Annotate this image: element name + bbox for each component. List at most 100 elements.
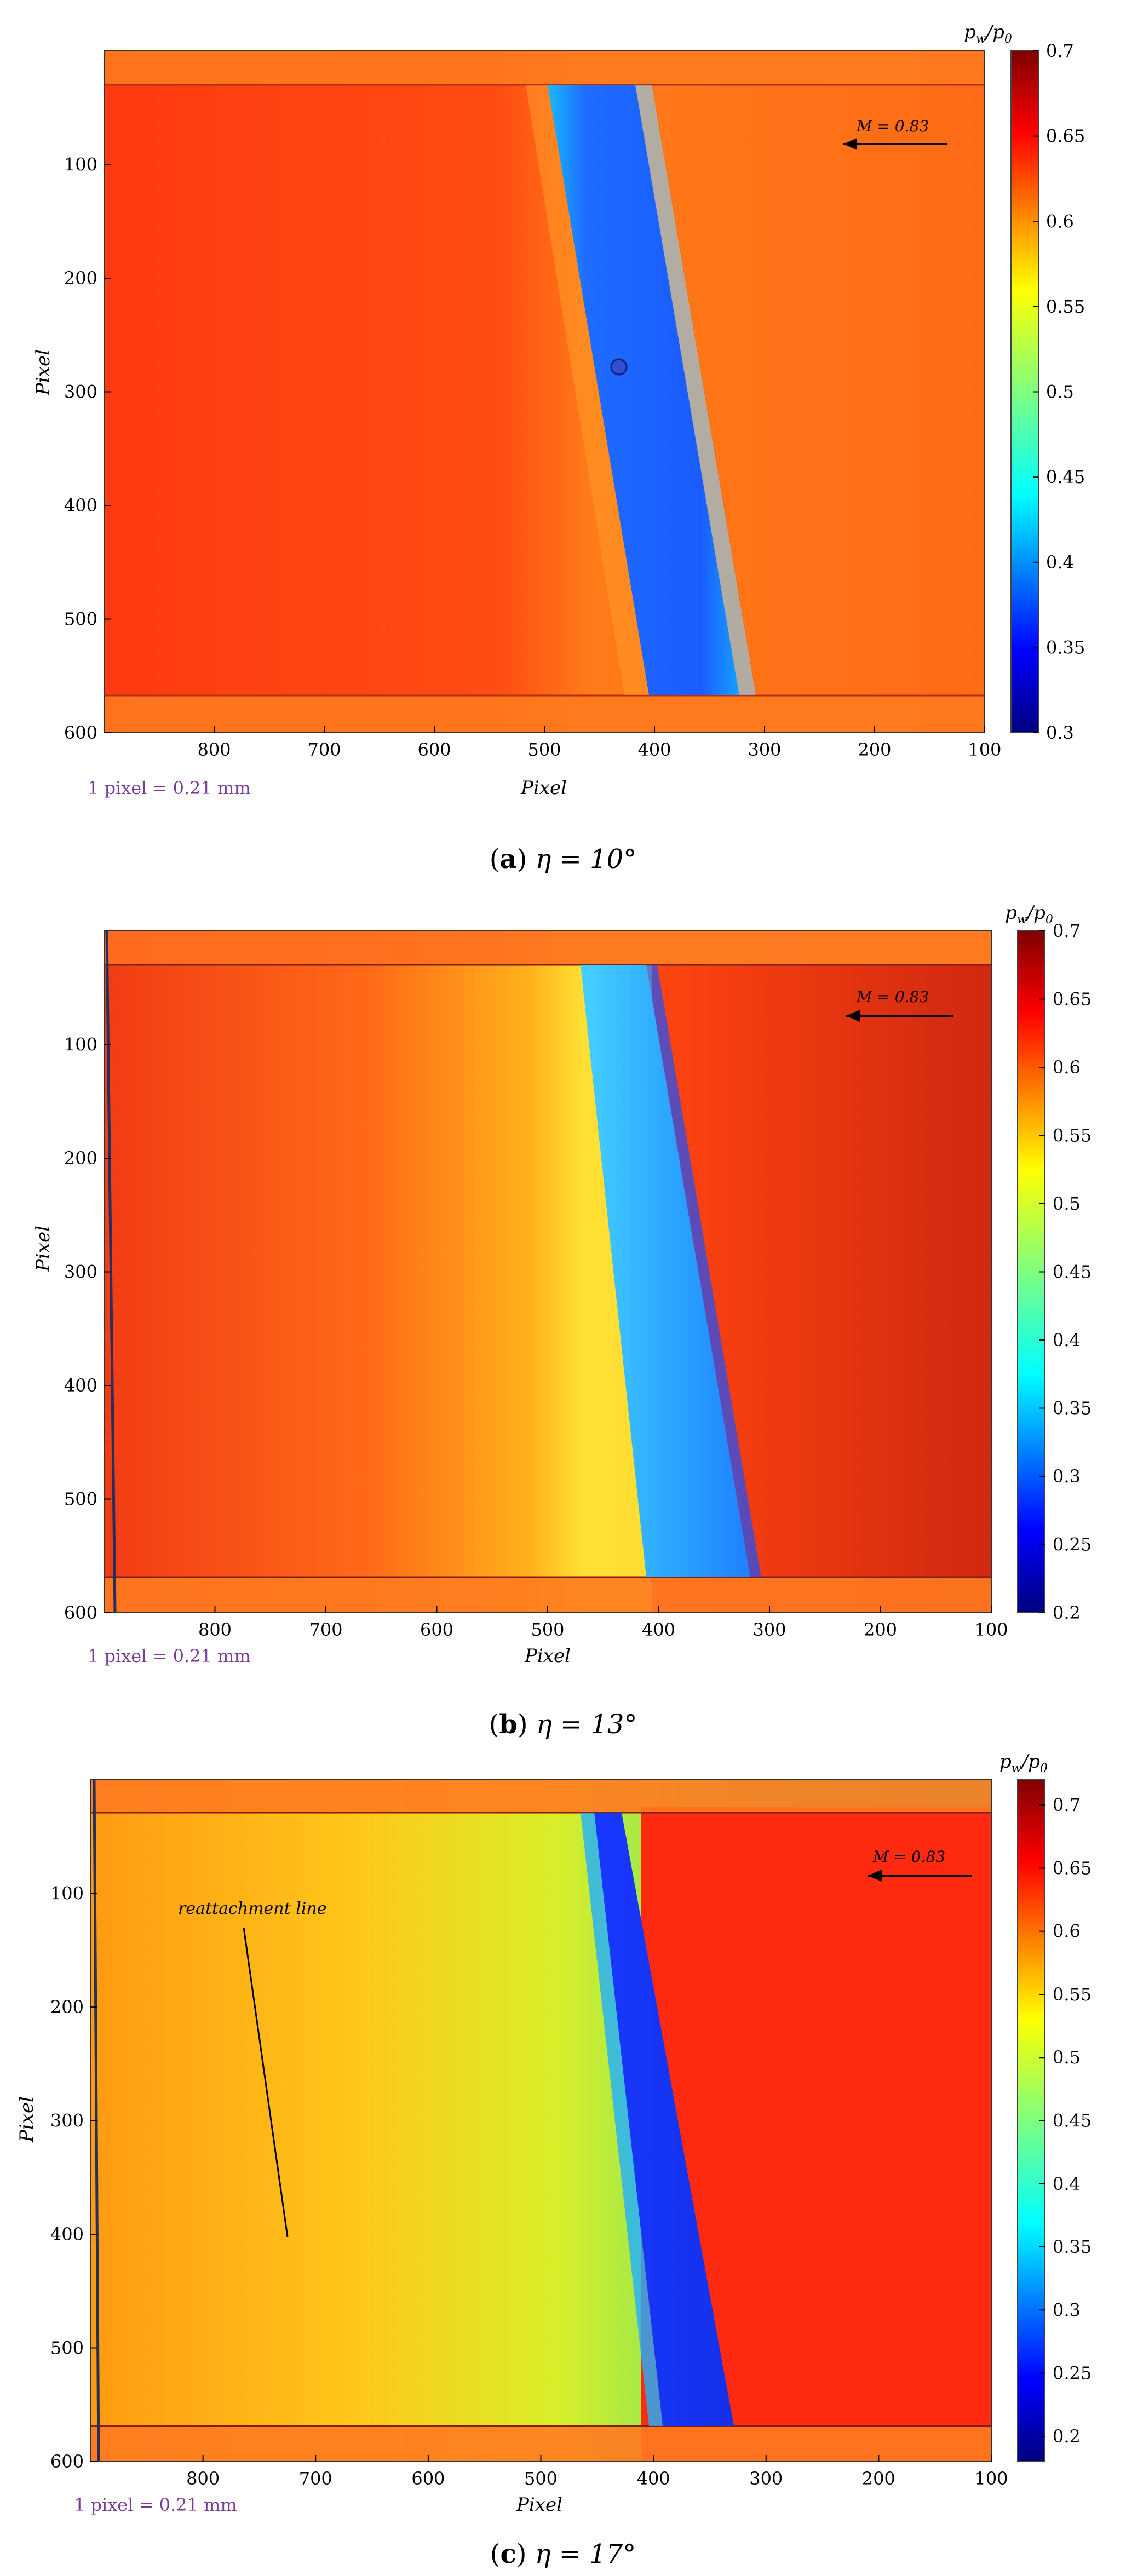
panel-a-ylabel: Pixel: [32, 349, 54, 396]
panel-a-cbar-tick-label-7: 0.65: [1046, 126, 1085, 147]
panel-a-xtick-label-6: 200: [858, 739, 891, 760]
panel-b-cbar-tick-label-2: 0.3: [1053, 1466, 1081, 1487]
panel-a-ytick-label-2: 300: [64, 382, 97, 403]
panel-a-caption: (a) η = 10°: [490, 844, 636, 875]
panel-a-ytick-label-3: 400: [64, 495, 97, 516]
panel-c-cbar-tick-label-2: 0.3: [1053, 2299, 1081, 2320]
panel-b-xlabel: Pixel: [524, 1645, 571, 1667]
panel-c-mach-label: M = 0.83: [872, 1848, 945, 1866]
panel-c-scale-note: 1 pixel = 0.21 mm: [74, 2494, 237, 2515]
panel-b-xtick-label-7: 100: [974, 1619, 1008, 1640]
panel-a-cbar-tick-label-6: 0.6: [1046, 211, 1074, 232]
panel-a-ytick-label-4: 500: [64, 609, 97, 630]
panel-b-caption: (b) η = 13°: [489, 1709, 637, 1740]
panel-c-ytick-label-2: 300: [50, 2111, 84, 2131]
panel-c-xtick-label-1: 700: [299, 2468, 332, 2489]
panel-c-ytick-label-4: 500: [50, 2338, 84, 2359]
panel-c-cbar-tick-label-0: 0.2: [1053, 2426, 1081, 2447]
panel-c-top-strip: [90, 1780, 991, 1813]
panel-c: reattachment line M = 0.83 Pixel Pixel 1…: [16, 1751, 1091, 2569]
panel-a-xlabel: Pixel: [520, 777, 567, 799]
panel-c-xtick-label-3: 500: [524, 2468, 558, 2489]
panel-c-reattachment-label: reattachment line: [178, 1899, 326, 1918]
panel-b-cbar-tick-label-6: 0.5: [1053, 1193, 1081, 1214]
panel-b-xtick-label-5: 300: [752, 1619, 786, 1640]
panel-a-cbar-tick-label-4: 0.5: [1046, 382, 1074, 403]
panel-b-ytick-label-5: 600: [64, 1602, 97, 1623]
panel-a-shock-band: [548, 85, 739, 695]
panel-c-cbar-tick-label-9: 0.65: [1053, 1858, 1091, 1878]
panel-b-cbar-tick-label-9: 0.65: [1053, 989, 1091, 1010]
panel-a-cbar-tick-label-2: 0.4: [1046, 552, 1074, 573]
panel-a-xtick-label-1: 700: [307, 739, 341, 760]
panel-c-xtick-label-6: 200: [862, 2468, 895, 2489]
panel-a-cbar-tick-label-3: 0.45: [1046, 467, 1085, 487]
panel-c-cbar-tick-label-7: 0.55: [1053, 1984, 1091, 2005]
panel-b-ytick-label-0: 100: [64, 1034, 97, 1055]
panel-a-cbar-tick-label-0: 0.3: [1046, 722, 1074, 743]
panel-c-xtick-label-2: 600: [411, 2468, 445, 2489]
panel-c-cbar-tick-label-1: 0.25: [1053, 2363, 1091, 2384]
panel-a-colorbar-label: pw/p0: [964, 21, 1012, 46]
panel-c-xtick-label-7: 100: [974, 2468, 1008, 2489]
panel-c-caption: (c) η = 17°: [490, 2539, 636, 2569]
panel-a-ytick-label-1: 200: [64, 268, 97, 289]
panel-b-xtick-label-3: 500: [531, 1619, 564, 1640]
panel-c-reattachment-line: [243, 1927, 289, 2238]
panel-a-cbar-tick-label-8: 0.7: [1046, 41, 1074, 61]
panel-b-cbar-tick-label-5: 0.45: [1053, 1262, 1091, 1283]
panel-c-ytick-label-1: 200: [50, 1997, 84, 2017]
panel-b-cbar-tick-label-7: 0.55: [1053, 1125, 1091, 1146]
panel-c-xtick-label-4: 400: [637, 2468, 670, 2489]
panel-c-cbar-tick-label-5: 0.45: [1053, 2111, 1091, 2131]
panel-b-top-strip: [104, 931, 991, 965]
panel-c-cbar-tick-label-6: 0.5: [1053, 2047, 1081, 2068]
panel-a-xtick-label-0: 800: [197, 739, 231, 760]
panel-c-xtick-label-5: 300: [749, 2468, 783, 2489]
panel-c-ytick-label-5: 600: [50, 2451, 84, 2472]
panel-c-ytick-label-0: 100: [50, 1883, 84, 1904]
panel-a-top-strip: [104, 51, 985, 85]
panel-a-cbar-tick-label-5: 0.55: [1046, 296, 1085, 317]
panel-a: M = 0.83 Pixel Pixel 1 pixel = 0.21 mm p…: [32, 21, 1085, 875]
panel-b-ytick-label-1: 200: [64, 1148, 97, 1169]
panel-b-cbar-tick-label-8: 0.6: [1053, 1057, 1081, 1078]
panel-b-xtick-label-0: 800: [198, 1619, 232, 1640]
panel-a-mach-label: M = 0.83: [856, 117, 929, 135]
panel-a-ytick-label-0: 100: [64, 154, 97, 175]
panel-c-cbar-tick-label-4: 0.4: [1053, 2174, 1081, 2194]
panel-b-ytick-label-4: 500: [64, 1489, 97, 1510]
panel-a-xtick-label-7: 100: [968, 739, 1001, 760]
panel-b-xtick-label-1: 700: [309, 1619, 342, 1640]
panel-a-xtick-label-2: 600: [417, 739, 451, 760]
panel-c-cbar-tick-label-10: 0.7: [1053, 1795, 1081, 1815]
panel-a-cbar-tick-label-1: 0.35: [1046, 637, 1085, 658]
panel-b-colorbar-label: pw/p0: [1005, 902, 1053, 927]
panel-b-xtick-label-6: 200: [864, 1619, 897, 1640]
panel-b-ytick-label-2: 300: [64, 1262, 97, 1283]
panel-a-ytick-label-5: 600: [64, 722, 97, 743]
panel-b-shock-band: [581, 965, 750, 1577]
panel-b-mach-label: M = 0.83: [856, 988, 929, 1006]
panel-a-xtick-label-4: 400: [637, 739, 671, 760]
panel-b-cbar-tick-label-1: 0.25: [1053, 1534, 1091, 1555]
panel-b-cbar-tick-label-3: 0.35: [1053, 1398, 1091, 1419]
panel-c-shock-band: [594, 1813, 734, 2426]
panel-b-cbar-tick-label-0: 0.2: [1053, 1602, 1081, 1623]
panel-b-cbar-tick-label-10: 0.7: [1053, 921, 1081, 941]
panel-c-cbar-tick-label-3: 0.35: [1053, 2236, 1091, 2257]
panel-b-scale-note: 1 pixel = 0.21 mm: [88, 1646, 251, 1666]
panel-c-ylabel: Pixel: [16, 2096, 38, 2143]
panel-a-scale-note: 1 pixel = 0.21 mm: [88, 778, 251, 798]
panel-b-ylabel: Pixel: [32, 1226, 54, 1272]
panel-b-xtick-label-4: 400: [642, 1619, 675, 1640]
panel-b-xtick-label-2: 600: [420, 1619, 453, 1640]
panel-b: M = 0.83 Pixel Pixel 1 pixel = 0.21 mm p…: [32, 902, 1091, 1740]
panel-a-xtick-label-3: 500: [527, 739, 561, 760]
panel-c-colorbar-label: pw/p0: [999, 1751, 1048, 1775]
panel-b-ytick-label-3: 400: [64, 1375, 97, 1396]
panel-c-xtick-label-0: 800: [186, 2468, 220, 2489]
panel-a-xtick-label-5: 300: [748, 739, 781, 760]
panel-c-ytick-label-3: 400: [50, 2224, 84, 2245]
